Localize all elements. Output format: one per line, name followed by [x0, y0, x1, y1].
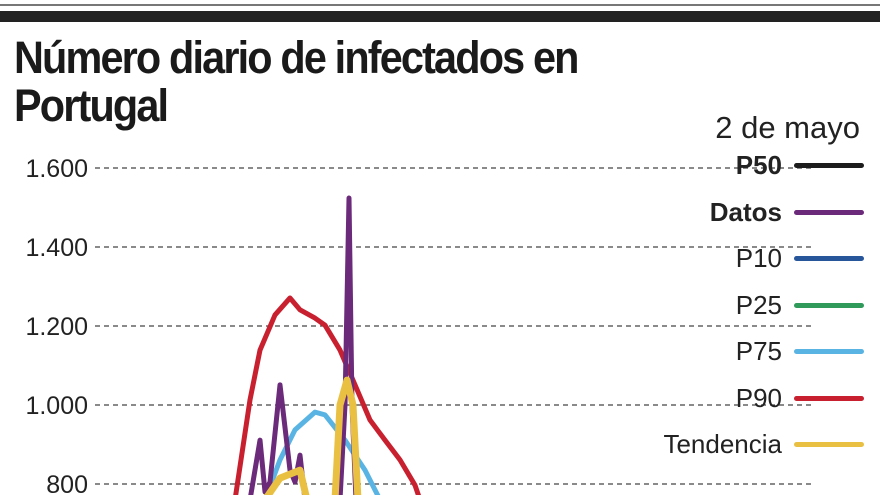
- legend-swatch: [794, 442, 864, 447]
- series-tendencia-line: [331, 376, 362, 495]
- top-bar: [0, 11, 880, 22]
- legend-item-datos: Datos: [710, 197, 864, 228]
- series-p75-line: [264, 409, 381, 495]
- y-tick-label: 800: [46, 471, 88, 495]
- legend-swatch: [794, 302, 864, 308]
- legend-item-p90: P90: [736, 383, 864, 414]
- legend-item-p25: P25: [736, 290, 864, 321]
- legend-label: Datos: [709, 196, 782, 227]
- legend-item-tendencia: Tendencia: [663, 429, 864, 460]
- y-tick-label: 1.000: [25, 392, 88, 420]
- top-rule: [0, 4, 880, 6]
- legend-label: P50: [735, 150, 782, 180]
- chart-date: 2 de mayo: [715, 110, 860, 145]
- legend-label: P90: [735, 382, 782, 413]
- legend-swatch: [794, 395, 864, 401]
- legend-swatch: [794, 256, 864, 261]
- legend-label: Tendencia: [663, 429, 782, 459]
- chart-title: Número diario de infectados en Portugal: [14, 32, 579, 131]
- legend-label: P25: [735, 289, 782, 320]
- legend-label: P10: [735, 243, 782, 273]
- legend-label: P75: [735, 336, 782, 366]
- y-tick-label: 1.600: [25, 155, 88, 183]
- y-tick-label: 1.200: [25, 313, 88, 341]
- legend-item-p50: P50: [736, 150, 864, 181]
- series-p90-line: [233, 295, 422, 495]
- series-tendencia-line: [264, 466, 310, 495]
- legend-swatch: [794, 209, 864, 215]
- legend-swatch: [794, 163, 864, 168]
- legend-item-p10: P10: [736, 243, 864, 274]
- legend-swatch: [794, 349, 864, 354]
- legend-item-p75: P75: [736, 336, 864, 367]
- y-tick-label: 1.400: [25, 234, 88, 262]
